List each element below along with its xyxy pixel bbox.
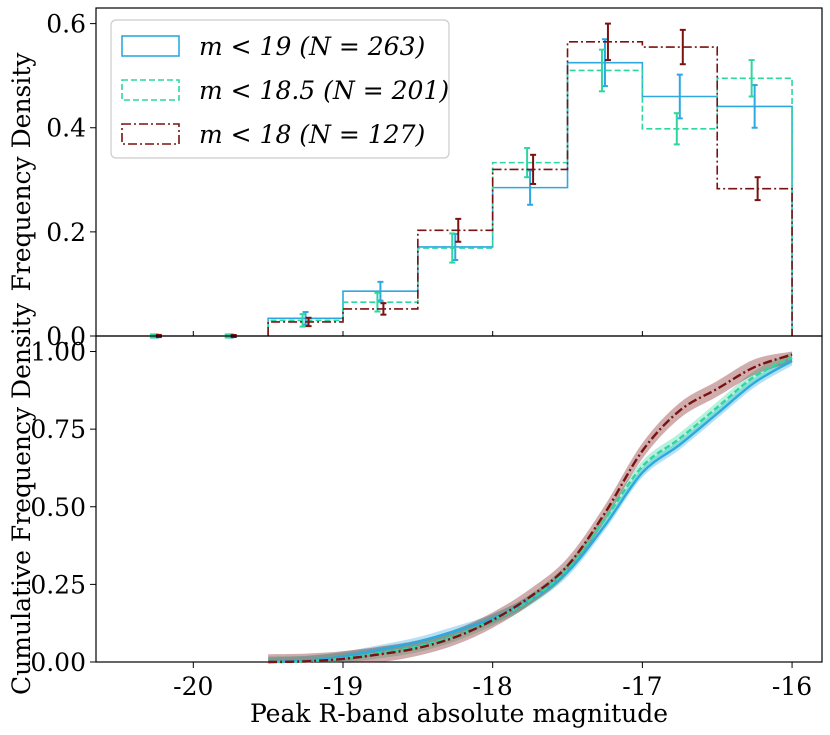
legend-swatch-1 (121, 35, 180, 57)
x-tick-label: -19 (323, 672, 363, 701)
x-tick-label: -18 (473, 672, 513, 701)
legend-box (110, 19, 450, 159)
legend-swatch-2 (121, 79, 180, 101)
legend-label-1: m < 19 (N = 263) (199, 32, 425, 61)
histogram-step-2 (267, 69, 793, 336)
confidence-band-1 (268, 356, 793, 663)
x-axis-label: Peak R-band absolute magnitude (250, 699, 668, 728)
confidence-band-2 (268, 352, 793, 663)
x-tick-label: -16 (772, 672, 812, 701)
y-tick-label: 1.00 (30, 338, 86, 367)
y-tick-label: 0.75 (30, 415, 86, 444)
legend-label-2: m < 18.5 (N = 201) (199, 76, 449, 105)
bottom-y-axis-label: Cumulative Frequency Density (7, 302, 36, 695)
y-tick-label: 0.0 (46, 322, 86, 351)
legend: m < 19 (N = 263) m < 18.5 (N = 201) m < 18… (110, 19, 450, 159)
x-tick-label: -17 (622, 672, 662, 701)
y-tick-label: 0.6 (46, 10, 86, 39)
x-tick-label: -20 (173, 672, 213, 701)
y-tick-label: 0.4 (46, 114, 86, 143)
legend-label-3: m < 18 (N = 127) (199, 120, 425, 149)
cumulative-panel: 0.00 0.25 0.50 0.75 1.00 -20 -19 -18 -17 -16 Cumul… (7, 302, 823, 728)
legend-swatch-3 (121, 123, 180, 145)
y-tick-label: 0.00 (30, 648, 86, 677)
cumulative-frame (95, 335, 823, 663)
y-tick-label: 0.25 (30, 570, 86, 599)
y-tick-label: 0.2 (46, 218, 86, 247)
cumulative-line-3 (268, 353, 793, 664)
confidence-band-3 (268, 351, 793, 663)
histogram-panel: 0.0 0.2 0.4 0.6 Frequency Density m < 19 (N =… (7, 7, 823, 351)
y-tick-label: 0.50 (30, 493, 86, 522)
cumulative-line-2 (268, 356, 793, 664)
histogram-step-3 (267, 41, 793, 336)
top-y-axis-label: Frequency Density (7, 52, 36, 292)
